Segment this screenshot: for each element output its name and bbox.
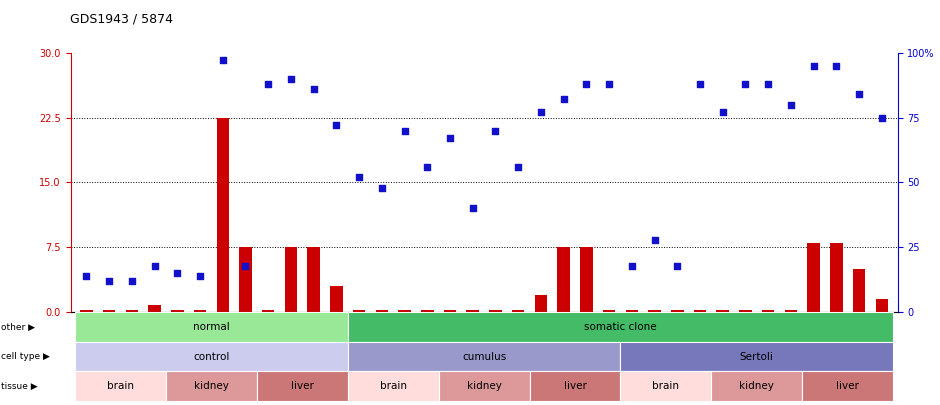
Bar	[262, 310, 274, 312]
Bar	[421, 310, 433, 312]
Text: GDS1943 / 5874: GDS1943 / 5874	[70, 12, 174, 25]
Point	[738, 81, 753, 87]
Text: other ▶: other ▶	[1, 322, 35, 332]
Text: control: control	[194, 352, 229, 362]
Point	[238, 262, 253, 269]
Bar	[102, 310, 116, 312]
Point	[852, 91, 867, 98]
Bar	[875, 299, 888, 312]
Point	[329, 122, 344, 128]
Bar	[716, 310, 728, 312]
Bar	[671, 310, 683, 312]
Bar	[307, 247, 320, 312]
Text: somatic clone: somatic clone	[584, 322, 657, 332]
Text: kidney: kidney	[740, 381, 775, 391]
Text: liver: liver	[290, 381, 314, 391]
Bar	[762, 310, 775, 312]
Bar	[171, 310, 183, 312]
Point	[807, 62, 822, 69]
Point	[352, 174, 367, 181]
Point	[624, 262, 639, 269]
Text: kidney: kidney	[194, 381, 228, 391]
Bar	[149, 305, 161, 312]
Point	[693, 81, 708, 87]
Text: tissue ▶: tissue ▶	[1, 382, 38, 391]
Point	[715, 109, 730, 115]
Point	[783, 101, 798, 108]
Point	[874, 114, 889, 121]
Bar	[853, 269, 866, 312]
Text: cumulus: cumulus	[462, 352, 507, 362]
Text: kidney: kidney	[466, 381, 502, 391]
Bar	[512, 310, 525, 312]
Bar	[535, 295, 547, 312]
Point	[147, 262, 162, 269]
Text: brain: brain	[107, 381, 134, 391]
Bar	[352, 310, 366, 312]
Point	[306, 86, 321, 92]
Bar	[649, 310, 661, 312]
Point	[215, 57, 230, 64]
Point	[829, 62, 844, 69]
Point	[193, 273, 208, 279]
Bar	[444, 310, 456, 312]
Bar	[557, 247, 570, 312]
Point	[124, 278, 139, 284]
Point	[602, 81, 617, 87]
Point	[533, 109, 548, 115]
Point	[669, 262, 684, 269]
Bar	[830, 243, 842, 312]
Text: liver: liver	[837, 381, 859, 391]
Bar	[126, 310, 138, 312]
Bar	[807, 243, 820, 312]
Point	[79, 273, 94, 279]
Point	[102, 278, 117, 284]
Text: brain: brain	[652, 381, 680, 391]
Point	[579, 81, 594, 87]
Bar	[216, 117, 229, 312]
Bar	[285, 247, 297, 312]
Point	[260, 81, 275, 87]
Bar	[739, 310, 752, 312]
Bar	[80, 310, 93, 312]
Bar	[489, 310, 502, 312]
Point	[488, 127, 503, 134]
Point	[170, 270, 185, 277]
Point	[443, 135, 458, 142]
Point	[510, 164, 525, 170]
Bar	[330, 286, 343, 312]
Point	[397, 127, 412, 134]
Text: cell type ▶: cell type ▶	[1, 352, 50, 361]
Point	[284, 75, 299, 82]
Bar	[194, 310, 206, 312]
Point	[465, 205, 480, 212]
Bar	[399, 310, 411, 312]
Bar	[376, 310, 388, 312]
Point	[647, 237, 662, 243]
Bar	[240, 247, 252, 312]
Text: liver: liver	[564, 381, 587, 391]
Point	[760, 81, 776, 87]
Bar	[625, 310, 638, 312]
Point	[556, 96, 572, 102]
Bar	[466, 310, 479, 312]
Text: normal: normal	[193, 322, 229, 332]
Text: brain: brain	[380, 381, 407, 391]
Point	[374, 184, 389, 191]
Text: Sertoli: Sertoli	[740, 352, 774, 362]
Point	[420, 164, 435, 170]
Bar	[603, 310, 616, 312]
Bar	[785, 310, 797, 312]
Bar	[580, 247, 592, 312]
Bar	[694, 310, 706, 312]
